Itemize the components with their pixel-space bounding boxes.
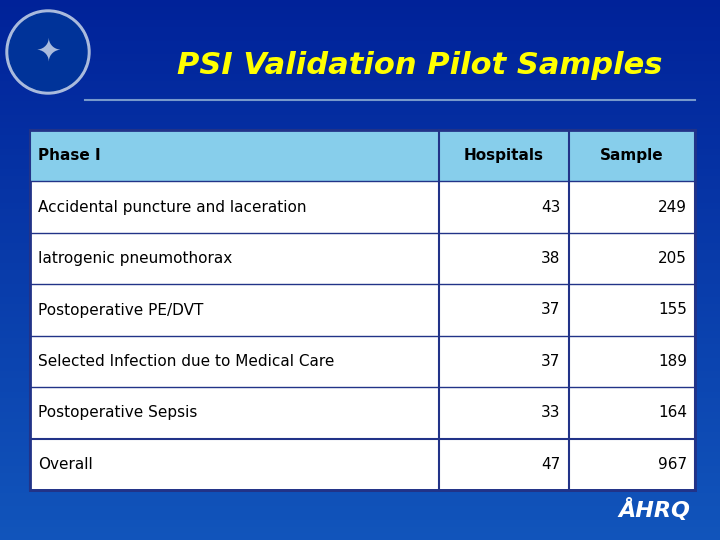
Text: 249: 249 — [658, 200, 687, 214]
Text: 205: 205 — [658, 251, 687, 266]
Text: Accidental puncture and laceration: Accidental puncture and laceration — [38, 200, 307, 214]
Text: ÅHRQ: ÅHRQ — [618, 498, 690, 522]
Text: Hospitals: Hospitals — [464, 148, 544, 163]
Text: PSI Validation Pilot Samples: PSI Validation Pilot Samples — [177, 51, 662, 79]
Bar — [30, 130, 695, 181]
Text: Phase I: Phase I — [38, 148, 101, 163]
Text: Overall: Overall — [38, 457, 93, 472]
Text: 155: 155 — [658, 302, 687, 318]
Text: 164: 164 — [658, 406, 687, 420]
Text: 33: 33 — [541, 406, 561, 420]
Text: Selected Infection due to Medical Care: Selected Infection due to Medical Care — [38, 354, 334, 369]
Circle shape — [6, 10, 90, 94]
Text: 47: 47 — [541, 457, 561, 472]
Text: Iatrogenic pneumothorax: Iatrogenic pneumothorax — [38, 251, 233, 266]
Circle shape — [9, 13, 87, 91]
Bar — [30, 130, 695, 490]
Text: 37: 37 — [541, 302, 561, 318]
Text: Sample: Sample — [600, 148, 664, 163]
Text: 43: 43 — [541, 200, 561, 214]
Text: Postoperative Sepsis: Postoperative Sepsis — [38, 406, 197, 420]
Text: 37: 37 — [541, 354, 561, 369]
Text: Postoperative PE/DVT: Postoperative PE/DVT — [38, 302, 203, 318]
Text: 189: 189 — [658, 354, 687, 369]
Text: ✦: ✦ — [35, 37, 60, 66]
Text: 967: 967 — [658, 457, 687, 472]
Text: 38: 38 — [541, 251, 561, 266]
